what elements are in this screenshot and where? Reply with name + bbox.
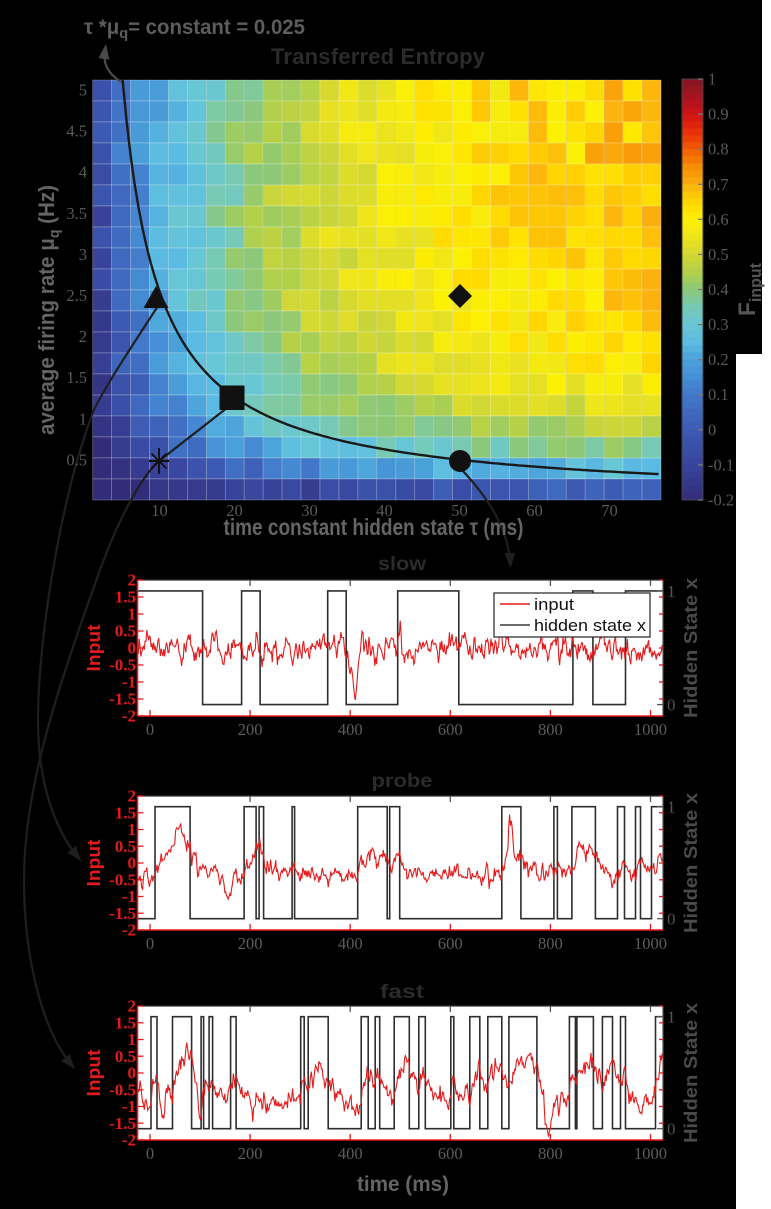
svg-text:fast: fast <box>380 982 425 1003</box>
svg-text:-0.1: -0.1 <box>708 455 734 474</box>
svg-text:2: 2 <box>128 997 137 1016</box>
svg-text:20: 20 <box>226 501 243 520</box>
svg-text:200: 200 <box>238 1144 263 1163</box>
svg-text:2: 2 <box>128 787 137 806</box>
svg-text:-0.5: -0.5 <box>109 871 136 890</box>
svg-text:-2: -2 <box>122 921 136 940</box>
svg-text:0.5: 0.5 <box>115 837 136 856</box>
svg-text:2: 2 <box>128 571 137 590</box>
svg-text:Transferred Entropy: Transferred Entropy <box>271 44 486 69</box>
svg-text:0.6: 0.6 <box>708 210 729 229</box>
svg-text:70: 70 <box>601 501 618 520</box>
svg-text:2: 2 <box>79 327 87 346</box>
svg-text:400: 400 <box>338 934 363 953</box>
svg-text:τ *μq= constant = 0.025: τ *μq= constant = 0.025 <box>84 16 305 42</box>
svg-text:800: 800 <box>538 934 563 953</box>
svg-text:400: 400 <box>338 1144 363 1163</box>
svg-text:1000: 1000 <box>634 720 667 739</box>
svg-text:0.4: 0.4 <box>708 280 729 299</box>
svg-text:10: 10 <box>151 501 168 520</box>
svg-text:probe: probe <box>372 771 433 792</box>
svg-text:600: 600 <box>438 1144 463 1163</box>
svg-text:-0.5: -0.5 <box>109 1081 136 1100</box>
svg-text:time (ms): time (ms) <box>357 1173 449 1196</box>
svg-text:30: 30 <box>301 501 318 520</box>
svg-text:4.5: 4.5 <box>66 122 87 141</box>
svg-text:0: 0 <box>667 696 676 715</box>
svg-text:1: 1 <box>708 70 716 89</box>
svg-text:-1: -1 <box>122 1097 136 1116</box>
svg-text:0: 0 <box>667 1120 676 1139</box>
svg-text:1.5: 1.5 <box>115 588 136 607</box>
svg-text:1.5: 1.5 <box>115 1014 136 1033</box>
svg-text:Input: Input <box>84 839 104 886</box>
svg-text:-1.5: -1.5 <box>109 690 136 709</box>
svg-text:200: 200 <box>238 720 263 739</box>
svg-text:0: 0 <box>146 720 154 739</box>
svg-text:time constant hidden state τ (: time constant hidden state τ (ms) <box>224 514 524 540</box>
svg-text:1: 1 <box>128 820 137 839</box>
svg-text:-0.2: -0.2 <box>708 491 734 510</box>
svg-text:slow: slow <box>378 554 426 575</box>
svg-text:400: 400 <box>338 720 363 739</box>
svg-text:0.5: 0.5 <box>708 245 729 264</box>
svg-text:-1: -1 <box>122 673 136 692</box>
svg-text:0.8: 0.8 <box>708 140 729 159</box>
svg-text:0: 0 <box>128 854 137 873</box>
svg-text:0.1: 0.1 <box>708 385 729 404</box>
svg-text:40: 40 <box>376 501 393 520</box>
svg-text:600: 600 <box>438 720 463 739</box>
svg-text:200: 200 <box>238 934 263 953</box>
svg-text:0.7: 0.7 <box>708 175 729 194</box>
svg-text:Hidden State x: Hidden State x <box>681 578 701 718</box>
svg-text:-2: -2 <box>122 707 136 726</box>
svg-text:800: 800 <box>538 720 563 739</box>
svg-text:3.5: 3.5 <box>66 204 87 223</box>
svg-text:0: 0 <box>667 910 676 929</box>
svg-text:60: 60 <box>526 501 543 520</box>
svg-text:1000: 1000 <box>634 1144 667 1163</box>
svg-text:0.2: 0.2 <box>708 350 729 369</box>
svg-text:Hidden State x: Hidden State x <box>681 793 701 933</box>
svg-text:4: 4 <box>79 163 87 182</box>
svg-text:1: 1 <box>79 409 87 428</box>
svg-text:-1.5: -1.5 <box>109 904 136 923</box>
svg-text:50: 50 <box>451 501 468 520</box>
svg-text:1: 1 <box>128 605 137 624</box>
svg-text:0: 0 <box>146 1144 154 1163</box>
svg-text:600: 600 <box>438 934 463 953</box>
svg-text:1: 1 <box>667 798 676 817</box>
svg-text:0: 0 <box>146 934 154 953</box>
svg-text:-0.5: -0.5 <box>109 656 136 675</box>
svg-text:-1: -1 <box>122 887 136 906</box>
svg-text:1.5: 1.5 <box>115 804 136 823</box>
svg-text:input: input <box>534 595 574 614</box>
svg-text:800: 800 <box>538 1144 563 1163</box>
svg-text:Input: Input <box>84 1049 104 1096</box>
svg-text:0: 0 <box>708 420 716 439</box>
svg-text:5: 5 <box>79 81 87 100</box>
svg-text:-1.5: -1.5 <box>109 1114 136 1133</box>
svg-text:1: 1 <box>128 1030 137 1049</box>
svg-text:1000: 1000 <box>634 934 667 953</box>
svg-text:average firing rate μq (Hz): average firing rate μq (Hz) <box>34 185 63 435</box>
svg-text:Input: Input <box>84 624 104 671</box>
svg-text:0.5: 0.5 <box>115 1047 136 1066</box>
svg-text:3: 3 <box>79 245 87 264</box>
svg-text:2.5: 2.5 <box>66 286 87 305</box>
svg-text:0.5: 0.5 <box>115 622 136 641</box>
svg-text:1: 1 <box>667 582 676 601</box>
svg-text:0: 0 <box>128 1064 137 1083</box>
svg-text:1.5: 1.5 <box>66 368 87 387</box>
svg-text:0.5: 0.5 <box>66 450 87 469</box>
svg-text:hidden state x: hidden state x <box>534 616 647 635</box>
svg-text:1: 1 <box>667 1008 676 1027</box>
svg-text:Hidden State x: Hidden State x <box>681 1003 701 1143</box>
svg-text:0.9: 0.9 <box>708 105 729 124</box>
svg-text:-2: -2 <box>122 1131 136 1150</box>
svg-text:0.3: 0.3 <box>708 315 729 334</box>
svg-text:0: 0 <box>128 639 137 658</box>
